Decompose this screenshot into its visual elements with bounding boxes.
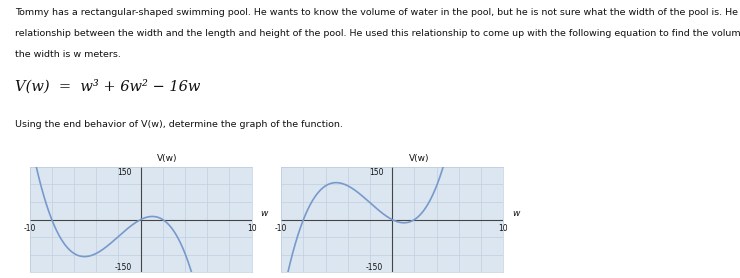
Text: w: w <box>260 209 268 218</box>
Text: 150: 150 <box>369 168 383 177</box>
Text: -10: -10 <box>24 224 36 233</box>
Text: Tommy has a rectangular-shaped swimming pool. He wants to know the volume of wat: Tommy has a rectangular-shaped swimming … <box>15 8 740 17</box>
Text: -150: -150 <box>115 263 132 272</box>
Text: the width is w meters.: the width is w meters. <box>15 50 121 59</box>
Text: V(w): V(w) <box>158 153 178 163</box>
Text: relationship between the width and the length and height of the pool. He used th: relationship between the width and the l… <box>15 29 740 38</box>
Text: 150: 150 <box>117 168 132 177</box>
Text: V(w)  =  w³ + 6w² − 16w: V(w) = w³ + 6w² − 16w <box>15 79 201 94</box>
Text: -10: -10 <box>275 224 287 233</box>
Text: 10: 10 <box>246 224 257 233</box>
Text: V(w): V(w) <box>408 153 429 163</box>
Text: w: w <box>512 209 519 218</box>
Text: -150: -150 <box>366 263 383 272</box>
Text: Using the end behavior of V(w), determine the graph of the function.: Using the end behavior of V(w), determin… <box>15 120 343 128</box>
Text: 10: 10 <box>498 224 508 233</box>
